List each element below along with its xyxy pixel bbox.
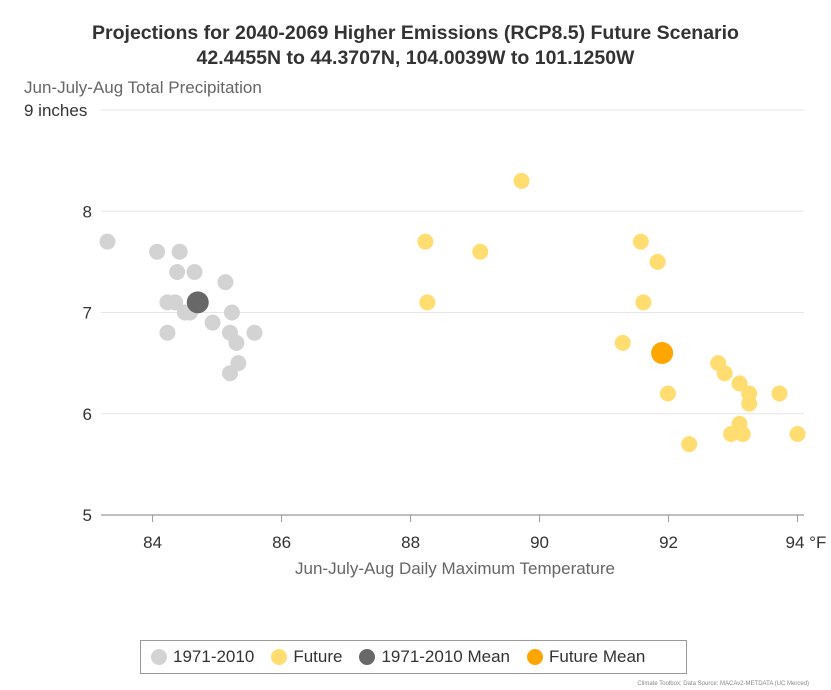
future-point[interactable] <box>614 334 631 351</box>
future-point[interactable] <box>659 385 676 402</box>
legend-swatch-historical-mean <box>359 649 376 665</box>
future-point[interactable] <box>419 294 436 311</box>
historical-point[interactable] <box>217 274 234 291</box>
chart-subtitle: 42.4455N to 44.3707N, 104.0039W to 101.1… <box>196 47 635 69</box>
legend-label-future: Future <box>293 647 343 666</box>
x-tick-label: 94 °F <box>786 533 827 552</box>
y-tick-label: 8 <box>83 202 92 221</box>
legend-label-historical: 1971-2010 <box>173 647 255 666</box>
x-tick-label: 88 <box>401 533 420 552</box>
data-source-credit: Climate Toolbox; Data Source: MACAv2-MET… <box>637 681 809 687</box>
future-point[interactable] <box>513 172 530 189</box>
x-axis-label: Jun-July-Aug Daily Maximum Temperature <box>295 559 615 578</box>
future-point[interactable] <box>731 375 748 392</box>
legend-label-future-mean: Future Mean <box>549 647 646 666</box>
future-point[interactable] <box>734 426 751 442</box>
historical-point[interactable] <box>221 365 238 382</box>
historical-point[interactable] <box>186 264 203 280</box>
future-point[interactable] <box>716 365 733 382</box>
historical-point[interactable] <box>99 233 116 250</box>
historical-point[interactable] <box>169 264 186 280</box>
future-point[interactable] <box>789 426 806 442</box>
x-tick-label: 92 <box>659 533 678 552</box>
future-point[interactable] <box>635 294 652 311</box>
x-tick-label: 86 <box>272 533 291 552</box>
legend-item-future-mean[interactable]: Future Mean <box>527 647 645 667</box>
future-point[interactable] <box>681 436 698 453</box>
historical-point[interactable] <box>159 324 176 341</box>
y-tick-label: 6 <box>83 405 92 424</box>
historical-point[interactable] <box>171 243 188 260</box>
y-tick-label: 5 <box>83 506 92 525</box>
legend: 1971-2010 Future 1971-2010 Mean Future M… <box>140 640 687 674</box>
historical-mean-point[interactable] <box>186 291 209 314</box>
x-tick-label: 84 <box>143 533 162 552</box>
future-point[interactable] <box>632 233 649 250</box>
future-point[interactable] <box>771 385 788 402</box>
legend-item-historical-mean[interactable]: 1971-2010 Mean <box>359 647 510 667</box>
chart-title: Projections for 2040-2069 Higher Emissio… <box>92 22 739 44</box>
y-tick-label: 7 <box>83 304 92 323</box>
historical-point[interactable] <box>228 334 245 351</box>
historical-point[interactable] <box>246 324 263 341</box>
legend-item-future[interactable]: Future <box>271 647 342 667</box>
scatter-plot: 5 6 7 8 9 inches 84 86 88 90 92 94 °F <box>24 101 827 552</box>
y-tick-label: 9 inches <box>24 101 87 120</box>
historical-point[interactable] <box>223 304 240 321</box>
future-point[interactable] <box>741 395 758 412</box>
legend-swatch-historical <box>151 649 167 665</box>
legend-swatch-future-mean <box>527 649 543 665</box>
historical-point[interactable] <box>204 314 221 331</box>
future-point[interactable] <box>649 253 666 270</box>
future-point[interactable] <box>417 233 434 250</box>
historical-point[interactable] <box>149 243 166 260</box>
legend-swatch-future <box>271 649 288 665</box>
legend-label-historical-mean: 1971-2010 Mean <box>381 647 510 666</box>
y-axis-label: Jun-July-Aug Total Precipitation <box>24 78 262 97</box>
future-point[interactable] <box>472 243 489 260</box>
future-mean-point[interactable] <box>651 342 674 364</box>
legend-item-historical[interactable]: 1971-2010 <box>151 647 254 667</box>
x-tick-label: 90 <box>530 533 549 552</box>
historical-point[interactable] <box>167 294 184 311</box>
